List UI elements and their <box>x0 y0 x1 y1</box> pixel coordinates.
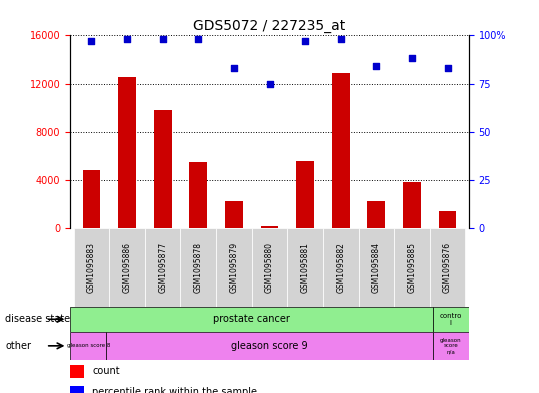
Bar <box>260 226 279 228</box>
FancyBboxPatch shape <box>394 228 430 307</box>
Text: count: count <box>92 366 120 376</box>
Point <box>230 65 238 71</box>
Point <box>265 80 274 86</box>
Point <box>336 36 345 42</box>
FancyBboxPatch shape <box>430 228 465 307</box>
Point <box>194 36 203 42</box>
Text: GSM1095882: GSM1095882 <box>336 242 345 293</box>
Bar <box>70 386 84 393</box>
Text: GSM1095878: GSM1095878 <box>194 242 203 293</box>
FancyBboxPatch shape <box>181 228 216 307</box>
Text: gleason score 9: gleason score 9 <box>231 341 308 351</box>
Text: gleason
score
n/a: gleason score n/a <box>440 338 461 354</box>
Text: percentile rank within the sample: percentile rank within the sample <box>92 387 257 393</box>
FancyBboxPatch shape <box>106 332 433 360</box>
Bar <box>189 162 207 228</box>
Bar <box>118 77 136 228</box>
Text: GSM1095877: GSM1095877 <box>158 242 167 293</box>
Point <box>123 36 132 42</box>
FancyBboxPatch shape <box>145 228 181 307</box>
Point <box>301 38 309 44</box>
Text: gleason score 8: gleason score 8 <box>66 343 110 348</box>
FancyBboxPatch shape <box>323 228 358 307</box>
Text: GSM1095879: GSM1095879 <box>230 242 238 293</box>
Bar <box>296 160 314 228</box>
FancyBboxPatch shape <box>433 307 469 332</box>
FancyBboxPatch shape <box>358 228 394 307</box>
FancyBboxPatch shape <box>252 228 287 307</box>
FancyBboxPatch shape <box>70 332 106 360</box>
Text: disease state: disease state <box>5 314 71 324</box>
Text: GSM1095880: GSM1095880 <box>265 242 274 293</box>
FancyBboxPatch shape <box>74 228 109 307</box>
Bar <box>225 202 243 228</box>
Text: GSM1095885: GSM1095885 <box>407 242 417 293</box>
Text: prostate cancer: prostate cancer <box>213 314 290 324</box>
Point <box>158 36 167 42</box>
Text: contro
l: contro l <box>440 313 462 326</box>
Text: GSM1095876: GSM1095876 <box>443 242 452 293</box>
Bar <box>439 211 457 228</box>
Point <box>372 63 381 69</box>
Point <box>87 38 96 44</box>
Bar <box>82 170 100 228</box>
Text: GSM1095881: GSM1095881 <box>301 242 309 293</box>
Point <box>407 55 416 62</box>
FancyBboxPatch shape <box>287 228 323 307</box>
Point <box>443 65 452 71</box>
Bar <box>403 182 421 228</box>
FancyBboxPatch shape <box>216 228 252 307</box>
Bar <box>332 73 350 228</box>
Text: GSM1095884: GSM1095884 <box>372 242 381 293</box>
FancyBboxPatch shape <box>70 307 433 332</box>
Bar <box>154 110 171 228</box>
FancyBboxPatch shape <box>109 228 145 307</box>
Bar <box>368 202 385 228</box>
Text: other: other <box>5 341 31 351</box>
FancyBboxPatch shape <box>433 332 469 360</box>
Title: GDS5072 / 227235_at: GDS5072 / 227235_at <box>194 19 345 33</box>
Text: GSM1095883: GSM1095883 <box>87 242 96 293</box>
Bar <box>70 365 84 378</box>
Text: GSM1095886: GSM1095886 <box>122 242 132 293</box>
